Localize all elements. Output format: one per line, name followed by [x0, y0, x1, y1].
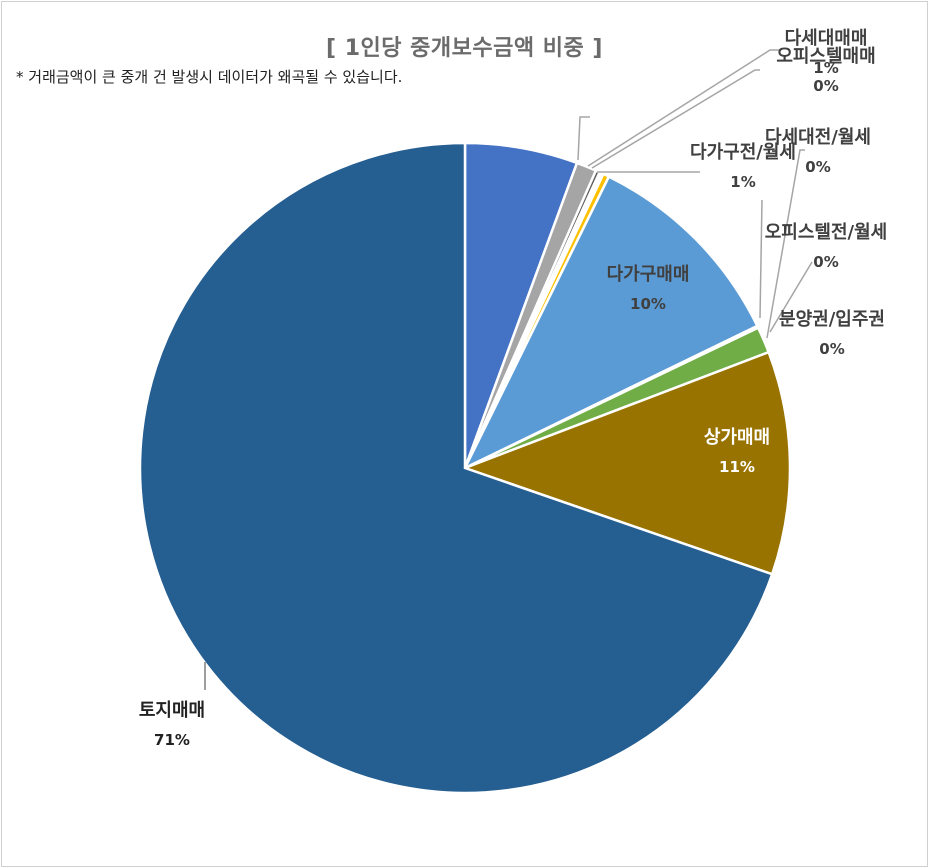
pie-slice-다가구매매: [462, 174, 759, 471]
pie-slice-상가매매: [461, 350, 792, 576]
slice-label-다가구매매: 다가구매매: [607, 264, 690, 285]
leader-line-분양권-입주권: [759, 199, 763, 319]
slice-label-오피스텔매매: 오피스텔매매: [776, 46, 875, 67]
slice-label-다가구전-월세: 다가구전/월세: [690, 142, 796, 163]
leader-line-다세대전-월세: [766, 149, 805, 339]
slice-percent-토지매매: 71%: [154, 731, 190, 749]
slice-label-다세대매매: 다세대매매: [785, 28, 868, 49]
chart-note: * 거래금액이 큰 중개 건 발생시 데이터가 왜곡될 수 있습니다.: [16, 68, 403, 86]
slice-percent-다가구전-월세: 1%: [730, 173, 755, 191]
slice-percent-다가구매매: 10%: [630, 295, 666, 313]
slice-label-상가매매: 상가매매: [704, 427, 770, 448]
pie-labels: 아파트매매6%아파트전/월세0%다세대매매1%오피스텔매매0%다세대전/월세0%…: [139, 28, 887, 749]
slice-percent-다세대전-월세: 0%: [805, 158, 830, 176]
slice-percent-상가매매: 11%: [719, 458, 755, 476]
slice-label-아파트매매: 아파트매매: [479, 88, 562, 109]
slice-label-아파트전-월세: 아파트전/월세: [604, 96, 710, 117]
slice-percent-오피스텔매매: 0%: [813, 77, 838, 95]
slice-percent-분양권-입주권: 0%: [819, 340, 844, 358]
leader-line-다세대매매: [587, 49, 780, 167]
leader-line-오피스텔매매: [591, 69, 760, 169]
leader-line-아파트전-월세: [577, 116, 590, 161]
slice-label-다세대전-월세: 다세대전/월세: [765, 127, 871, 148]
slice-label-토지매매: 토지매매: [139, 700, 205, 721]
slice-percent-다세대매매: 1%: [813, 59, 838, 77]
chart-title: [ 1인당 중개보수금액 비중 ]: [326, 36, 603, 61]
slice-percent-오피스텔전-월세: 0%: [813, 253, 838, 271]
slice-percent-아파트전-월세: 0%: [644, 127, 669, 145]
slice-label-분양권-입주권: 분양권/입주권: [779, 308, 885, 330]
slice-percent-아파트매매: 6%: [507, 119, 532, 137]
slice-label-오피스텔전-월세: 오피스텔전/월세: [765, 222, 888, 243]
leader-line-오피스텔전-월세: [769, 261, 813, 333]
pie-slice-토지매매: [138, 141, 774, 795]
pie-slices: [138, 141, 792, 795]
